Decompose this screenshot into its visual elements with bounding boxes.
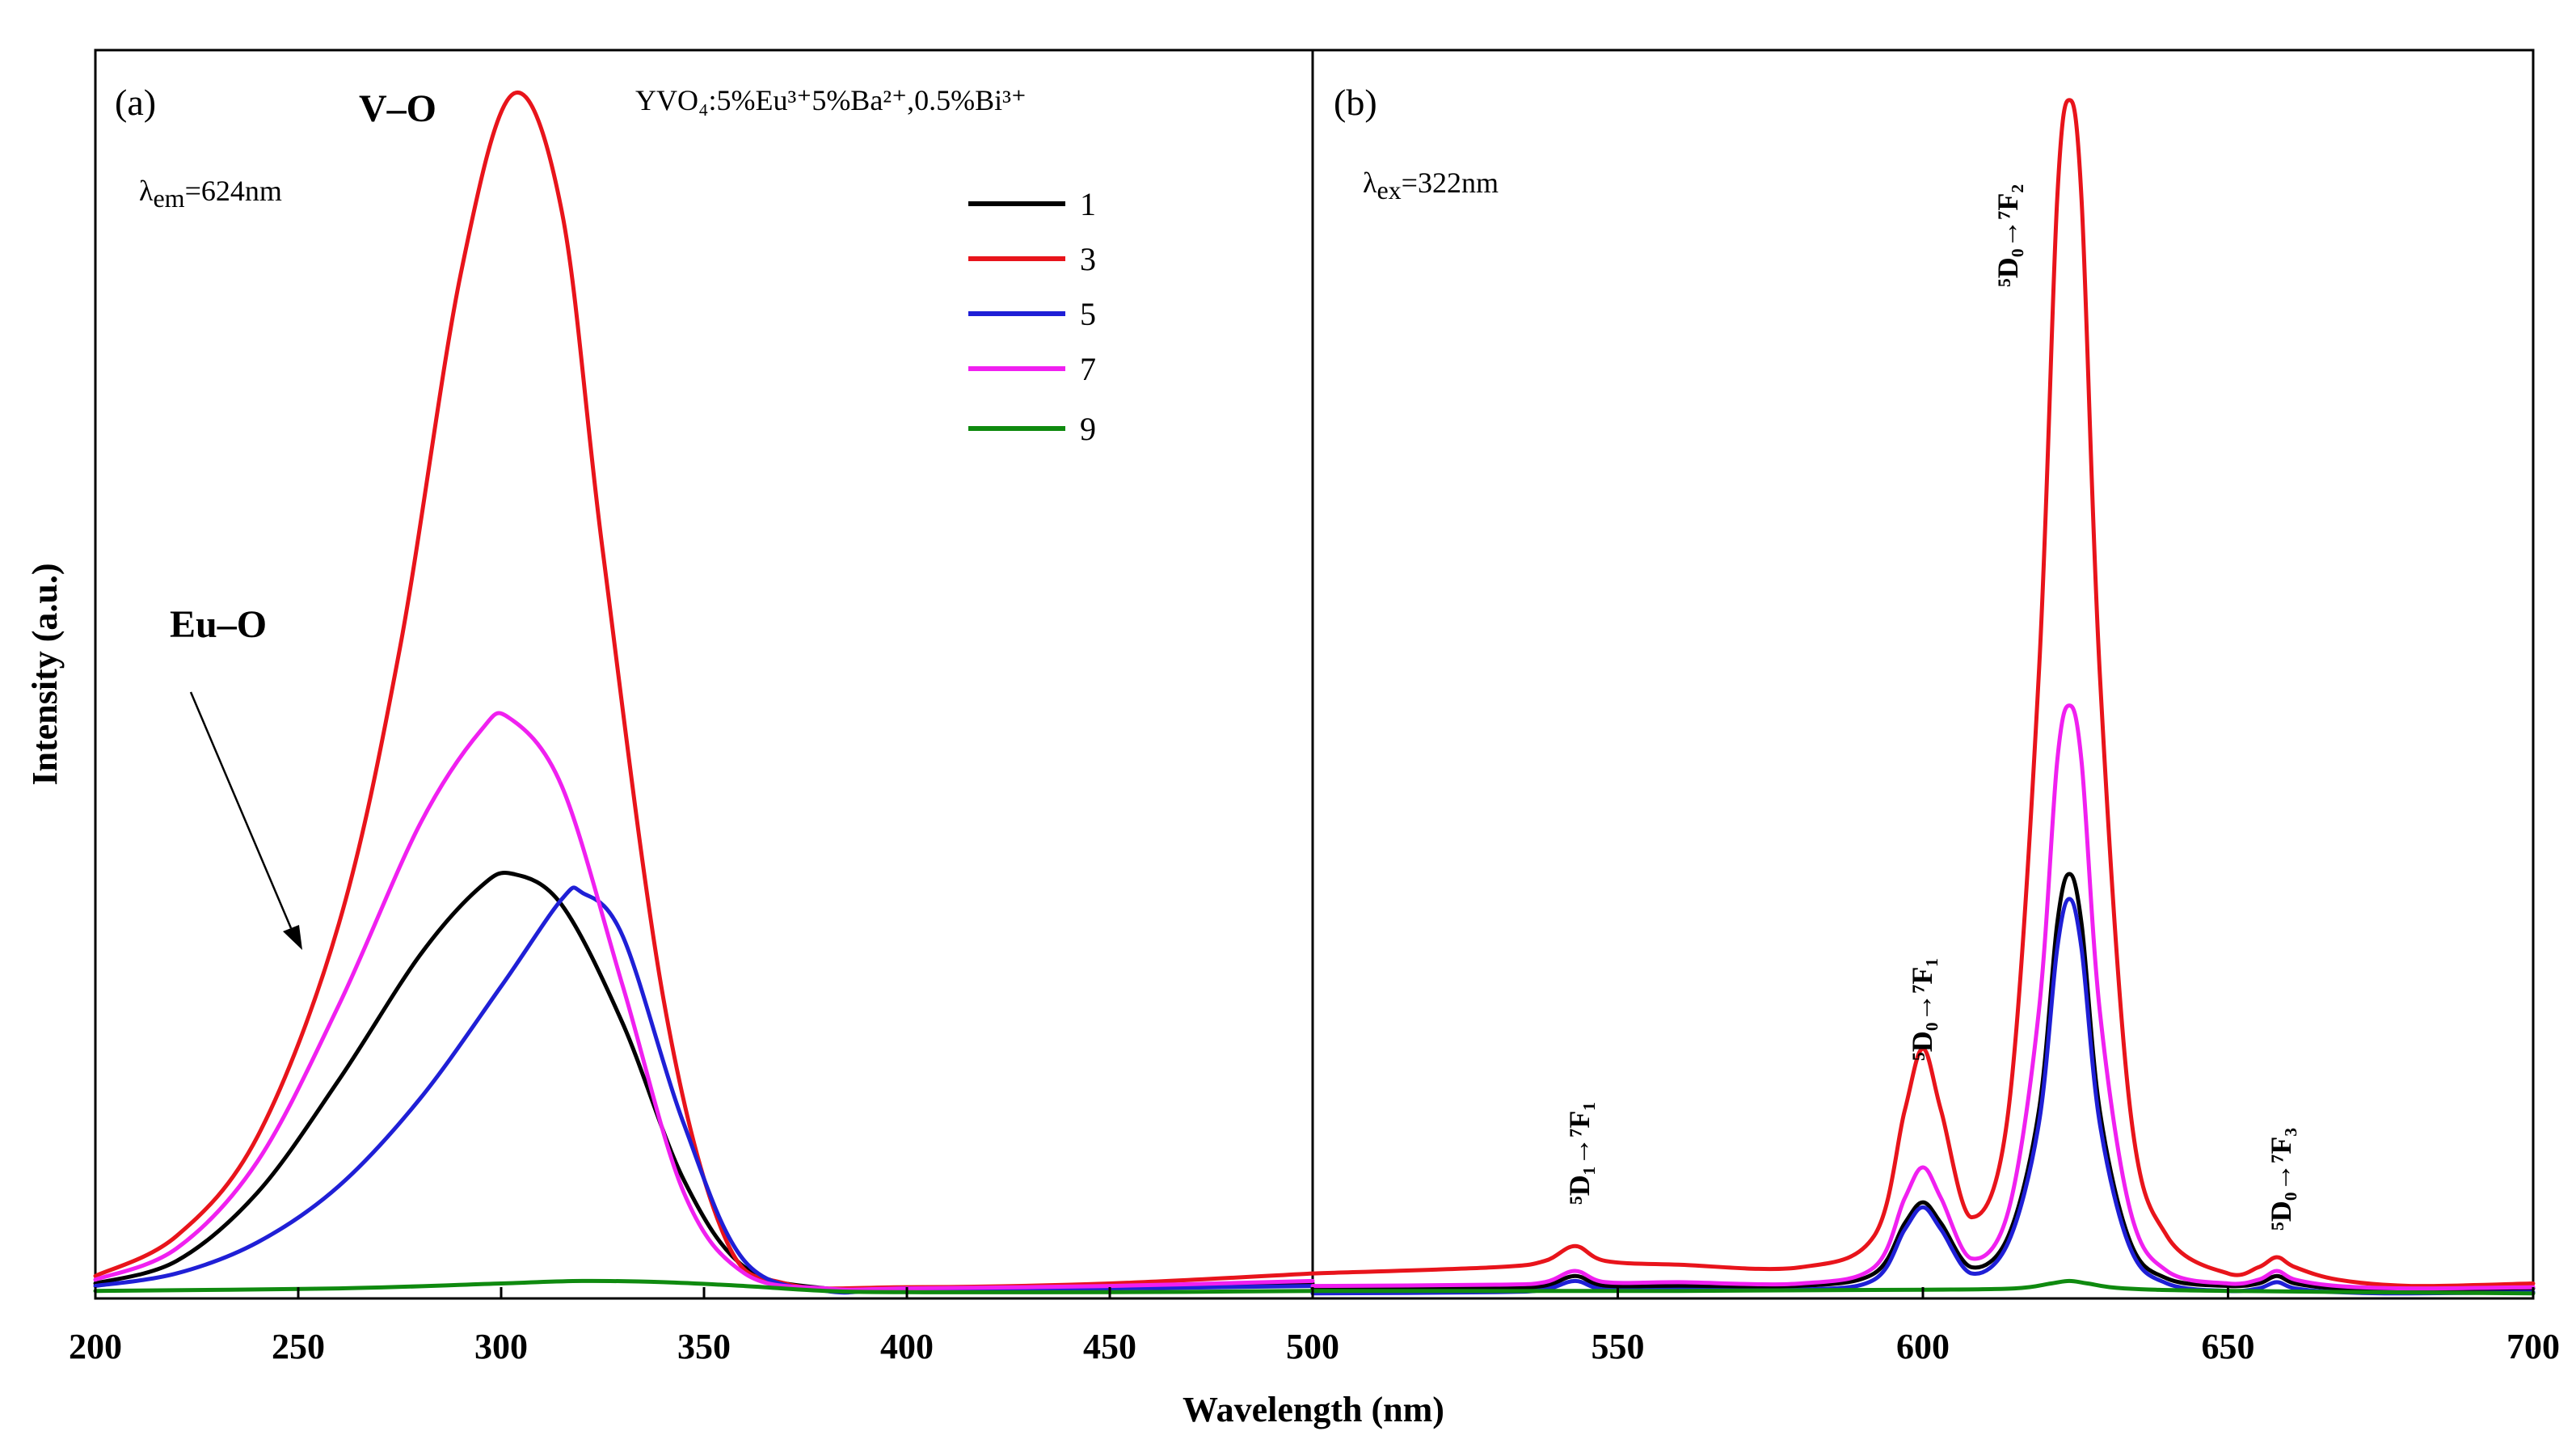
lambda-ex-label: λex=322nm	[1363, 167, 1499, 205]
panel-a-label: (a)	[115, 82, 156, 123]
x-tick-label-550: 550	[1592, 1327, 1645, 1366]
euo-arrow	[189, 691, 302, 950]
legend: 1 3 5 7 9	[968, 186, 1096, 447]
x-tick-label-400: 400	[880, 1327, 934, 1366]
x-tick-label-200: 200	[69, 1327, 122, 1366]
vo-label: V–O	[359, 87, 436, 130]
legend-label-3: 3	[1080, 241, 1096, 277]
x-tick-label-450: 450	[1083, 1327, 1136, 1366]
x-tick-label-700: 700	[2506, 1327, 2560, 1366]
euo-label: Eu–O	[170, 603, 267, 646]
x-tick-label-650: 650	[2202, 1327, 2255, 1366]
x-tick-label-300: 300	[474, 1327, 528, 1366]
y-axis-title: Intensity (a.u.)	[25, 563, 65, 785]
x-tick-label-250: 250	[272, 1327, 325, 1366]
series-line-b-7	[1310, 703, 2536, 1291]
series-line-b-3	[1310, 98, 2536, 1289]
legend-label-5: 5	[1080, 296, 1096, 332]
x-tick-label-600: 600	[1896, 1327, 1950, 1366]
lambda-em-label: λem=624nm	[139, 175, 282, 213]
transition-label-5d0-7f3: ⁵D₀→⁷F₃	[2265, 1128, 2297, 1231]
legend-label-9: 9	[1080, 411, 1096, 447]
plot-frame	[94, 49, 2535, 1300]
transition-label-5d0-7f2: ⁵D₀→⁷F₂	[1992, 184, 2024, 287]
x-tick-label-500: 500	[1286, 1327, 1339, 1366]
series-line-a-9	[93, 1278, 1315, 1294]
x-tick-label-350: 350	[677, 1327, 731, 1366]
composition-label: YVO₄:5%Eu³⁺5%Ba²⁺,0.5%Bi³⁺	[635, 84, 1027, 116]
panel-b-label: (b)	[1334, 82, 1377, 123]
legend-label-1: 1	[1080, 186, 1096, 222]
transition-label-5d0-7f1: ⁵D₀→⁷F₁	[1906, 958, 1938, 1061]
legend-label-7: 7	[1080, 351, 1096, 387]
x-axis-title: Wavelength (nm)	[1183, 1390, 1444, 1429]
transition-label-5d1-7f1: ⁵D₁→⁷F₁	[1563, 1102, 1596, 1205]
